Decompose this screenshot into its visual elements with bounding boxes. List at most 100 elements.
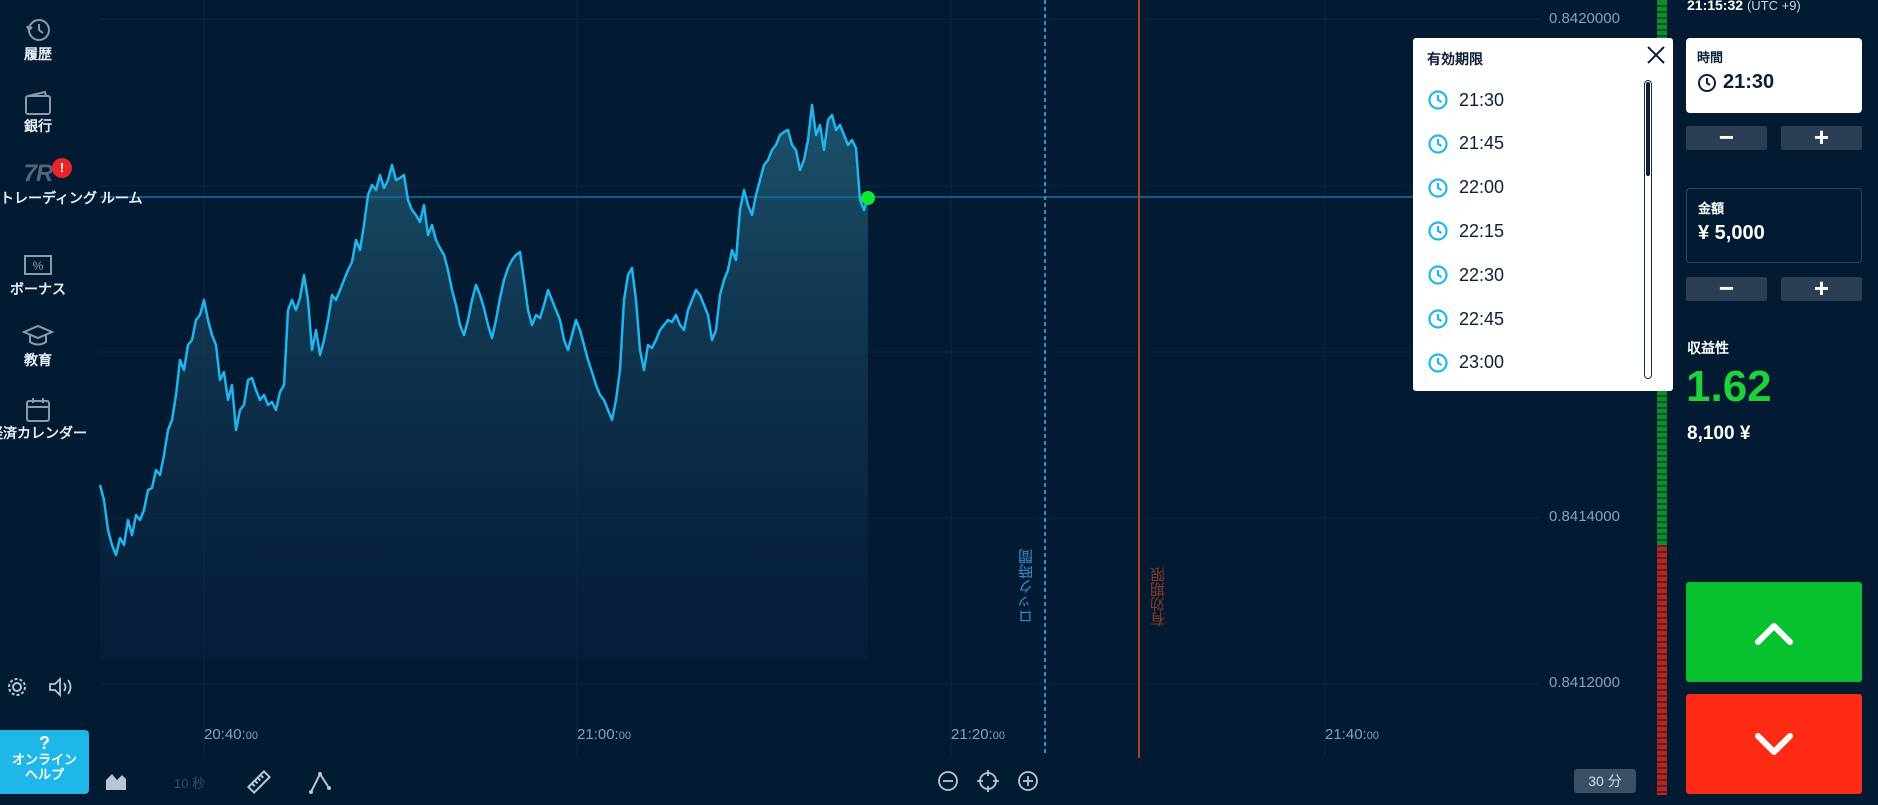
bonus-icon: % [24,255,52,275]
expiry-option-label: 21:30 [1459,89,1505,110]
expiry-option-label: 21:45 [1459,133,1505,154]
clock-icon [1428,309,1448,329]
dropdown-title: 有効期限 [1427,51,1483,67]
expiry-option[interactable]: 22:15 [1427,216,1647,246]
alert-badge: ! [52,158,72,178]
sidebar-item-label: 教育 [24,352,52,368]
clock-icon [1428,265,1448,285]
sidebar: 履歴 銀行 7R ! トレーディング ルーム % ボーナス 教育 経済カレンダー… [0,0,143,805]
expiry-time-label: 有効期限 [1150,567,1167,627]
sidebar-item-trading-room[interactable]: 7R ! トレーディング ルーム [0,158,143,206]
sidebar-item-economic-calendar[interactable]: 経済カレンダー [0,395,90,441]
amount-value: ¥ 5,000 [1698,222,1765,244]
sidebar-item-education[interactable]: 教育 [0,322,76,368]
speed-label[interactable]: 10 秒 [174,776,206,791]
ruler-icon [246,769,272,795]
expiry-dropdown: 有効期限 21:30 21:45 22:00 22:15 22:30 22:45 23:00 [1413,38,1673,391]
expiry-option-label: 22:30 [1459,264,1505,285]
expiry-option[interactable]: 22:30 [1427,260,1647,290]
expiry-option-label: 23:00 [1459,352,1505,373]
time-label: 時間 [1697,50,1724,65]
y-tick: 0.8420000 [1549,10,1620,27]
time-minus-button[interactable]: − [1686,124,1767,150]
x-tick: 21:00:00 [577,726,631,743]
price-area [100,105,868,660]
svg-text:%: % [33,259,44,273]
clock-icon [1428,90,1448,110]
settings-button[interactable] [6,676,28,703]
expiry-option[interactable]: 22:45 [1427,304,1647,334]
zoom-out-button[interactable] [937,770,959,797]
close-icon [1647,46,1665,64]
chevron-down-icon [1755,733,1793,755]
clock-icon [1428,221,1448,241]
chart-canvas [98,0,1540,758]
price-line [98,103,870,557]
amount-plus-button[interactable]: + [1781,275,1862,301]
profitability-value: 1.62 [1686,362,1772,411]
sidebar-item-label: ボーナス [10,281,66,297]
price-chart[interactable]: 0.8420000 0.8414000 0.8412000 20:40:00 2… [0,0,1660,805]
sidebar-item-history[interactable]: 履歴 [0,16,76,62]
amount-label: 金額 [1698,201,1725,216]
help-icon: ? [39,733,50,753]
clock-icon [1428,134,1448,154]
calendar-icon [26,398,50,422]
expiry-option-label: 22:15 [1459,220,1505,241]
x-tick: 21:20:00 [951,726,1005,743]
x-tick: 20:40:00 [204,726,258,743]
chevron-up-icon [1755,623,1793,645]
profitability-label: 収益性 [1687,340,1729,356]
expiry-option-label: 22:45 [1459,308,1505,329]
sidebar-item-label: 経済カレンダー [0,425,87,441]
clock-icon [1428,177,1448,198]
crosshair-icon [977,770,999,792]
sidebar-item-label: 履歴 [24,46,52,62]
clock-icon [1428,353,1448,373]
expiry-option[interactable]: 21:30 [1427,85,1647,115]
drawing-tool-button[interactable] [308,770,332,799]
time-selector[interactable]: 時間 21:30 [1686,38,1862,113]
expiry-option-label: 22:00 [1459,177,1505,198]
close-button[interactable] [1646,45,1666,70]
time-value: 21:30 [1723,71,1775,93]
current-price-marker [861,191,875,205]
area-chart-icon [106,774,126,790]
zoom-out-icon [938,771,958,791]
sidebar-item-bonus[interactable]: % ボーナス [0,251,76,297]
zoom-in-icon [1018,771,1038,791]
education-icon [22,324,54,346]
amount-field[interactable]: 金額 ¥ 5,000 [1686,188,1862,263]
chart-type-button[interactable] [104,770,128,797]
put-down-button[interactable] [1686,694,1862,794]
dropdown-scrollbar[interactable] [1644,80,1652,379]
lock-time-label: ロック時間 [1018,549,1035,624]
gear-icon [8,678,26,696]
x-tick: 21:40:00 [1325,726,1379,743]
y-tick: 0.8412000 [1549,674,1620,691]
drawing-tool-icon [309,771,331,794]
time-plus-button[interactable]: + [1781,124,1862,150]
sidebar-item-label: 銀行 [24,118,52,134]
expiry-option[interactable]: 22:00 [1427,173,1647,203]
expiry-option[interactable]: 21:45 [1427,129,1647,159]
speaker-icon [49,676,72,698]
history-icon [26,19,50,41]
recenter-button[interactable] [977,770,999,797]
scrollbar-thumb[interactable] [1646,82,1650,176]
call-up-button[interactable] [1686,582,1862,682]
ruler-button[interactable] [246,769,272,799]
clock-icon [1698,73,1716,92]
sidebar-item-bank[interactable]: 銀行 [0,88,76,134]
trading-room-icon: 7R [23,160,54,187]
online-help-button[interactable]: ? オンライン ヘルプ [0,730,89,794]
expiry-option[interactable]: 23:00 [1427,348,1647,378]
y-tick: 0.8414000 [1549,508,1620,525]
wallet-icon [25,90,51,115]
zoom-in-button[interactable] [1017,770,1039,797]
payout-amount: 8,100 ¥ [1687,423,1751,444]
sidebar-item-label: トレーディング ルーム [0,190,143,206]
amount-minus-button[interactable]: − [1686,275,1767,301]
period-selector[interactable]: 30 分 [1574,769,1636,793]
sound-button[interactable] [48,676,74,703]
